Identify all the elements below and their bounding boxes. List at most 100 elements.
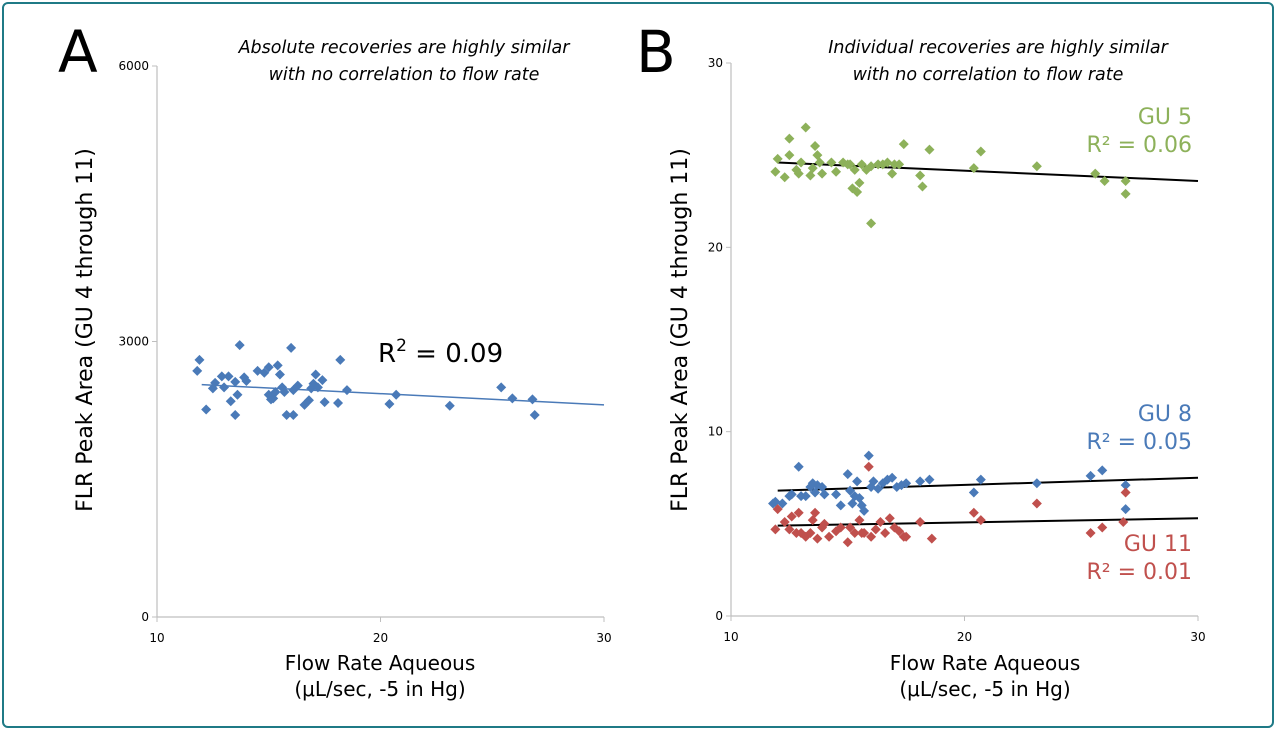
gu11-data-point [810,507,821,518]
panel-a-data-point [529,409,540,420]
gu5-data-point [856,159,867,170]
gu5-data-point [805,170,816,181]
panel-a-data-point [335,354,346,365]
r2-value: = 0.09 [407,339,503,369]
gu8-data-point [852,476,863,487]
panel-a-x-tick-label: 20 [373,631,388,645]
gu5-data-point [968,163,979,174]
gu8-series-label: GU 8 [1138,402,1192,427]
panel-a-data-point [219,382,230,393]
gu11-data-point [866,531,877,542]
gu8-data-point [901,478,912,489]
gu5-data-point [807,163,818,174]
panel-a-data-point [234,340,245,351]
panel-a-data-point [201,404,212,415]
panel-a-data-point [341,385,352,396]
panel-a-y-tick-label: 3000 [118,335,149,349]
gu11-data-point [819,518,830,529]
gu5-data-point [882,157,893,168]
gu8-data-point [845,485,856,496]
gu11-data-point [849,528,860,539]
gu11-trendline [777,517,1199,527]
gu11-data-point [812,533,823,544]
gu11-data-point [859,528,870,539]
gu8-data-point [887,472,898,483]
gu8-data-point [1031,478,1042,489]
gu8-data-point [793,461,804,472]
gu8-data-point [868,476,879,487]
panel-b-x-tick-label: 30 [1190,630,1205,644]
panel-a-data-point [225,396,236,407]
gu5-data-point [866,161,877,172]
panel-a-data-point [270,387,281,398]
gu8-data-point [777,498,788,509]
r2-superscript: 2 [396,336,407,356]
gu11-data-point [845,522,856,533]
gu11-data-point [793,507,804,518]
panel-b-x-tick-label: 20 [957,630,972,644]
gu8-data-point [842,469,853,480]
r2-base: R [378,339,396,369]
panel-b-x-tick-label: 10 [723,630,738,644]
gu11-data-point [870,524,881,535]
gu11-data-point [968,507,979,518]
panel-a-data-point [263,362,274,373]
gu8-data-point [863,450,874,461]
gu11-data-point [894,526,905,537]
panel-a-ylabel: FLR Peak Area (GU 4 through 11) [73,148,98,512]
gu5-data-point [826,157,837,168]
gu11-data-point [1097,522,1108,533]
gu8-data-point [819,489,830,500]
gu8-data-point [770,496,781,507]
panel-a-data-point [281,409,292,420]
gu8-data-point [854,493,865,504]
panel-b-y-tick-label: 0 [715,609,723,623]
gu11-data-point [884,513,895,524]
gu8-data-point [859,505,870,516]
gu8-data-point [847,498,858,509]
gu11-data-point [1120,487,1131,498]
panel-a-y-tick-label: 6000 [118,59,149,73]
gu5-data-point [772,153,783,164]
panel-a-data-point [232,389,243,400]
gu11-r2-label: R² = 0.01 [1086,560,1192,585]
gu8-data-point [810,487,821,498]
gu8-trendline [777,476,1199,492]
gu11-data-point [926,533,937,544]
gu5-data-point [800,122,811,133]
panel-a-data-point [272,360,283,371]
gu5-data-point [852,187,863,198]
panel-a-data-point [444,400,455,411]
panel-a-data-point [391,389,402,400]
gu5-data-point [924,144,935,155]
panel-a-r2-annotation: R2 = 0.09 [378,336,503,369]
gu5-data-point [810,140,821,151]
gu11-data-point [975,515,986,526]
gu5-data-point [849,164,860,175]
gu5-data-point [854,177,865,188]
gu5-series-label: GU 5 [1138,105,1192,130]
gu11-data-point [835,522,846,533]
gu8-data-point [817,481,828,492]
panel-a-data-point [333,398,344,409]
panel-b-y-tick-label: 20 [708,240,723,254]
gu8-data-point [800,491,811,502]
panel-a-data-point [241,375,252,386]
panel-a-x-tick-label: 30 [596,631,611,645]
panel-a-data-point [312,382,323,393]
gu8-data-point [1097,465,1108,476]
panel-a-data-point [317,375,328,386]
gu5-data-point [887,168,898,179]
gu11-data-point [805,528,816,539]
gu11-data-point [863,461,874,472]
panel-a-y-tick-label: 0 [141,610,149,624]
gu11-data-point [807,515,818,526]
gu11-series-label: GU 11 [1124,532,1192,557]
gu11-data-point [842,537,853,548]
panel-b-title-line1: Individual recoveries are highly similar [828,38,1169,58]
gu11-data-point [901,531,912,542]
panel-a-data-point [384,398,395,409]
panel-b-y-tick-label: 10 [708,425,723,439]
gu5-data-point [784,150,795,161]
